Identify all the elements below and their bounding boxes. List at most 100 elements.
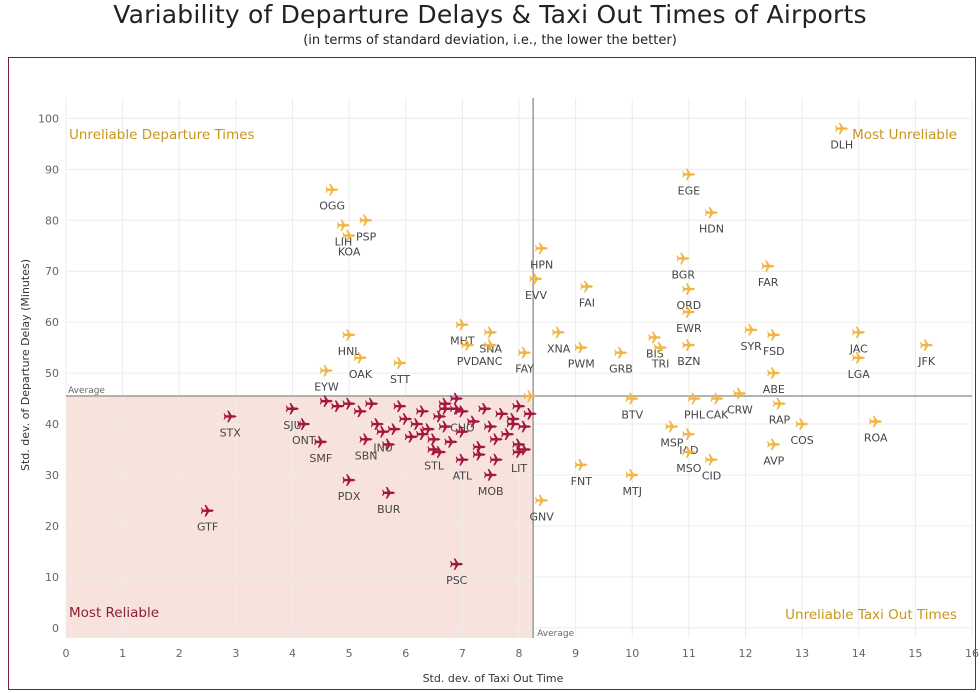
airplane-icon: [495, 408, 509, 420]
x-tick-label: 14: [852, 647, 866, 660]
x-tick-label: 1: [119, 647, 126, 660]
airplane-icon: [421, 423, 435, 435]
airport-label: BTV: [621, 409, 643, 422]
quadrant-label-bottom-right: Unreliable Taxi Out Times: [785, 607, 957, 623]
x-tick-label: 4: [289, 647, 296, 660]
x-tick-label: 9: [572, 647, 579, 660]
airport-label: MSO: [676, 462, 701, 475]
x-tick-label: 7: [459, 647, 466, 660]
airplane-icon: [523, 390, 537, 402]
airport-label: PDX: [338, 490, 361, 503]
airplane-icon: [484, 420, 498, 433]
airplane-icon: [450, 392, 464, 405]
airport-label: AVP: [763, 454, 784, 467]
y-tick-label: 80: [45, 214, 59, 227]
airplane-icon: [795, 418, 809, 430]
airplane-icon: [761, 260, 775, 272]
airplane-icon: [455, 453, 469, 466]
airplane-icon: [370, 418, 384, 430]
airport-label: TRI: [651, 358, 670, 371]
airplane-icon: [427, 433, 441, 446]
airplane-icon: [314, 436, 328, 448]
airplane-icon: [359, 433, 373, 446]
airplane-icon: [376, 425, 390, 438]
airport-label: GNV: [530, 510, 555, 523]
airplane-icon: [472, 448, 486, 461]
airplane-icon: [704, 453, 719, 466]
airplane-icon: [353, 352, 367, 364]
airport-label: OAK: [349, 368, 373, 381]
airport-label: HNL: [338, 345, 362, 358]
airplane-icon: [852, 326, 866, 339]
airplane-icon: [444, 436, 458, 448]
airplane-icon: [625, 469, 639, 481]
airplane-icon: [920, 339, 934, 351]
airplane-icon: [552, 326, 566, 339]
airport-label: SMF: [309, 452, 332, 465]
chart-frame: [8, 57, 976, 690]
airplane-icon: [506, 413, 520, 425]
airport-label: SBN: [355, 449, 378, 462]
airplane-icon: [387, 423, 401, 435]
airplane-icon: [342, 329, 356, 341]
airplane-icon: [399, 413, 413, 425]
airplane-icon: [574, 341, 588, 354]
average-label-horizontal: Average: [68, 386, 105, 396]
airport-label: ATL: [453, 470, 473, 483]
airport-label: KOA: [338, 246, 361, 259]
airplane-icon: [331, 400, 345, 413]
airplane-icon: [614, 346, 628, 359]
airport-label: PWM: [568, 358, 595, 371]
airport-label: DLH: [830, 139, 853, 152]
y-tick-label: 10: [45, 571, 59, 584]
airport-label: FAY: [515, 363, 534, 376]
x-tick-label: 5: [346, 647, 353, 660]
airplane-icon: [506, 418, 520, 430]
x-axis-title: Std. dev. of Taxi Out Time: [423, 672, 564, 685]
airplane-icon: [682, 168, 696, 181]
airplane-icon: [489, 433, 503, 446]
x-tick-label: 8: [516, 647, 523, 660]
airport-label: EWR: [676, 322, 702, 335]
airplane-icon: [682, 446, 696, 458]
airplane-icon: [653, 341, 668, 354]
chart-subtitle: (in terms of standard deviation, i.e., t…: [303, 33, 677, 48]
quadrant-label-top-right: Most Unreliable: [852, 127, 957, 143]
airport-label: HDN: [699, 223, 724, 236]
airplane-icon: [319, 395, 333, 407]
airplane-icon: [472, 441, 486, 453]
airplane-icon: [767, 438, 781, 451]
x-tick-label: 2: [176, 647, 183, 660]
airplane-icon: [285, 402, 299, 415]
airport-label: FNT: [571, 475, 593, 488]
airplane-icon: [704, 206, 719, 219]
airplane-icon: [382, 438, 396, 451]
airplane-icon: [682, 283, 696, 295]
airport-label: OGG: [319, 200, 345, 213]
airplane-icon: [359, 214, 373, 227]
airport-label: STX: [220, 426, 242, 439]
quadrant-label-top-left: Unreliable Departure Times: [69, 127, 255, 143]
airplane-icon: [512, 400, 526, 413]
y-tick-label: 100: [38, 112, 59, 125]
airplane-icon: [523, 408, 537, 420]
x-tick-label: 11: [682, 647, 696, 660]
airplane-icon: [574, 458, 588, 471]
airplane-icon: [438, 420, 452, 433]
airport-label: EGE: [678, 184, 700, 197]
airplane-icon: [404, 430, 418, 443]
airplane-icon: [676, 252, 690, 265]
airport-label: CAK: [706, 409, 729, 422]
airplane-icon: [518, 443, 532, 456]
airport-label: ONT: [292, 434, 316, 447]
y-tick-label: 60: [45, 316, 59, 329]
airplane-icon: [382, 487, 396, 499]
airport-label: CID: [702, 470, 721, 483]
airplane-icon: [484, 326, 498, 339]
airplane-icon: [416, 428, 430, 441]
airplane-icon: [535, 242, 549, 255]
y-tick-label: 20: [45, 520, 59, 533]
airport-label: COS: [790, 434, 813, 447]
y-tick-label: 0: [52, 622, 59, 635]
